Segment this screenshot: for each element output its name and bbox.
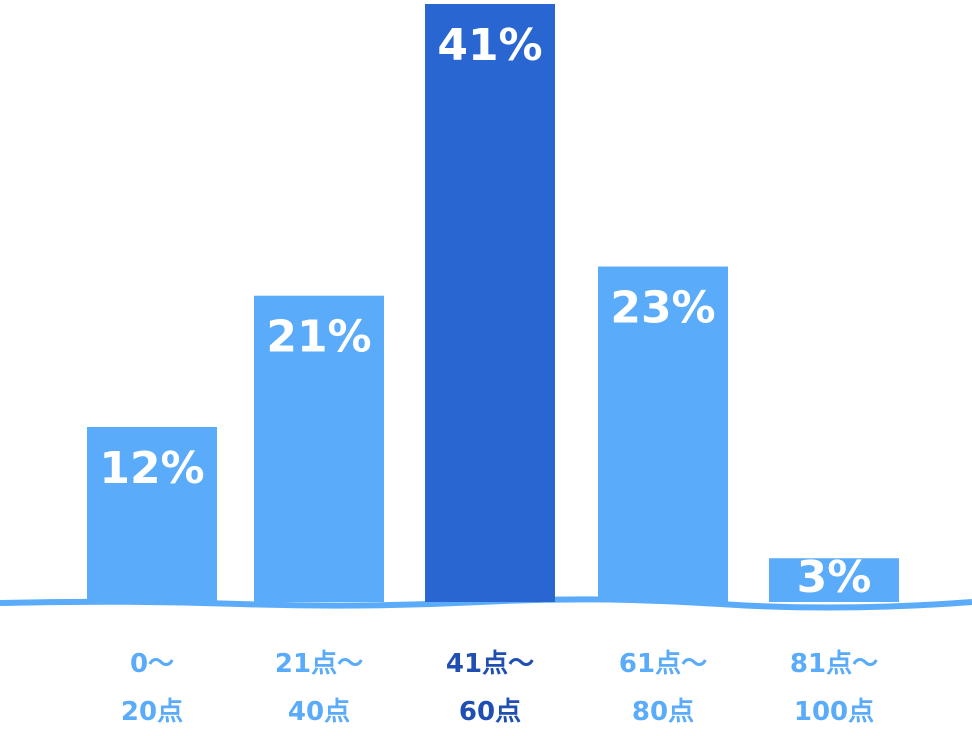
value-label: 21%: [266, 312, 371, 363]
value-label: 23%: [610, 283, 715, 334]
category-label: 81点～ 100点: [789, 649, 879, 727]
category-label: 41点～ 60点: [445, 649, 535, 727]
category-label: 0～ 20点: [120, 649, 184, 727]
value-label: 12%: [99, 443, 204, 494]
bar: [87, 426, 217, 602]
bar: [769, 558, 899, 602]
bar: [425, 4, 555, 602]
bar: [598, 266, 728, 602]
category-label: 61点～ 80点: [618, 649, 708, 727]
value-label: 3%: [797, 552, 872, 603]
bar: [254, 295, 384, 602]
value-label: 41%: [437, 20, 542, 71]
category-label: 21点～ 40点: [274, 649, 364, 727]
